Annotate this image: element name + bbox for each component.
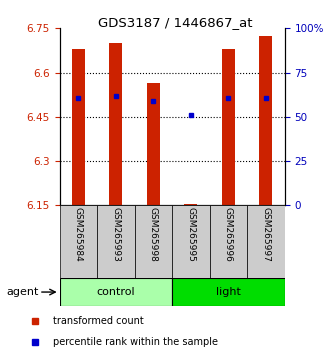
Bar (147, 83, 160, 205)
Bar (210, 205, 247, 278)
Bar (188, 204, 194, 206)
Bar (172, 278, 285, 306)
Bar (97, 205, 135, 278)
Text: GSM265998: GSM265998 (149, 207, 158, 262)
Bar (60, 205, 97, 278)
Text: percentile rank within the sample: percentile rank within the sample (53, 337, 218, 347)
Text: GSM265993: GSM265993 (111, 207, 120, 262)
Text: agent: agent (7, 287, 39, 297)
Bar (184, 204, 198, 205)
Text: GDS3187 / 1446867_at: GDS3187 / 1446867_at (98, 16, 253, 29)
Bar (172, 205, 210, 278)
Text: GSM265995: GSM265995 (186, 207, 195, 262)
Bar (150, 204, 157, 206)
Bar (113, 204, 119, 206)
Text: control: control (97, 287, 135, 297)
Text: GSM265996: GSM265996 (224, 207, 233, 262)
Bar (60, 278, 172, 306)
Bar (135, 205, 172, 278)
Text: light: light (216, 287, 241, 297)
Bar (109, 43, 122, 205)
Bar (222, 49, 235, 205)
Bar (75, 204, 82, 206)
Bar (72, 49, 85, 205)
Text: GSM265984: GSM265984 (74, 207, 83, 262)
Text: GSM265997: GSM265997 (261, 207, 270, 262)
Bar (262, 204, 269, 206)
Bar (225, 204, 232, 206)
Text: transformed count: transformed count (53, 316, 144, 326)
Bar (260, 36, 272, 205)
Bar (247, 205, 285, 278)
